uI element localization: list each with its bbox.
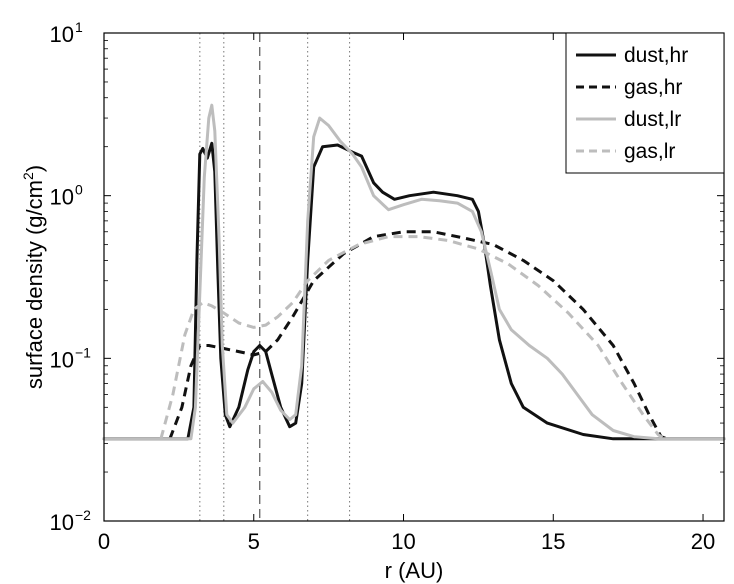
x-axis-label: r (AU) — [385, 558, 444, 583]
legend-label: dust,lr — [624, 108, 681, 131]
x-tick-label: 5 — [248, 529, 260, 554]
x-tick-label: 20 — [691, 529, 715, 554]
series-line-gas-hr — [168, 230, 668, 441]
reference-lines — [199, 33, 351, 521]
y-tick-label-base: 10 — [50, 185, 74, 210]
x-tick-label: 15 — [541, 529, 565, 554]
legend-label: gas,lr — [624, 140, 675, 163]
series-line-dust-lr — [102, 103, 726, 441]
y-tick-label: 10 — [50, 22, 74, 47]
x-tick-label: 0 — [98, 529, 110, 554]
y-tick-label-exp: 1 — [75, 19, 83, 35]
y-tick-label-base: 10 — [50, 347, 74, 372]
y-axis-label-tail: ) — [22, 165, 47, 172]
y-tick-label: 10 — [50, 347, 74, 372]
y-tick-label-base: 10 — [50, 510, 74, 535]
y-tick-label: 10 — [50, 185, 74, 210]
plot-frame — [103, 32, 725, 522]
y-tick-label-base: 10 — [50, 22, 74, 47]
y-tick-label: 10 — [50, 510, 74, 535]
y-tick-label-exp: −2 — [75, 507, 91, 523]
legend-label: dust,hr — [624, 44, 688, 67]
y-tick-label-exp: 0 — [75, 182, 83, 198]
legend-label: gas,hr — [624, 76, 682, 99]
y-axis-label-main: surface density (g/cm — [22, 180, 47, 389]
series-layer — [102, 103, 726, 441]
y-axis-label-sup: 2 — [20, 172, 36, 180]
y-tick-label-exp: −1 — [75, 344, 91, 360]
x-tick-labels: 0 5 10 15 20 — [98, 529, 715, 554]
legend: dust,hr gas,hr dust,lr gas,lr — [565, 32, 725, 174]
y-axis-label: surface density (g/cm2) — [20, 165, 47, 389]
series-line-gas-lr — [159, 235, 665, 441]
x-tick-label: 10 — [391, 529, 415, 554]
